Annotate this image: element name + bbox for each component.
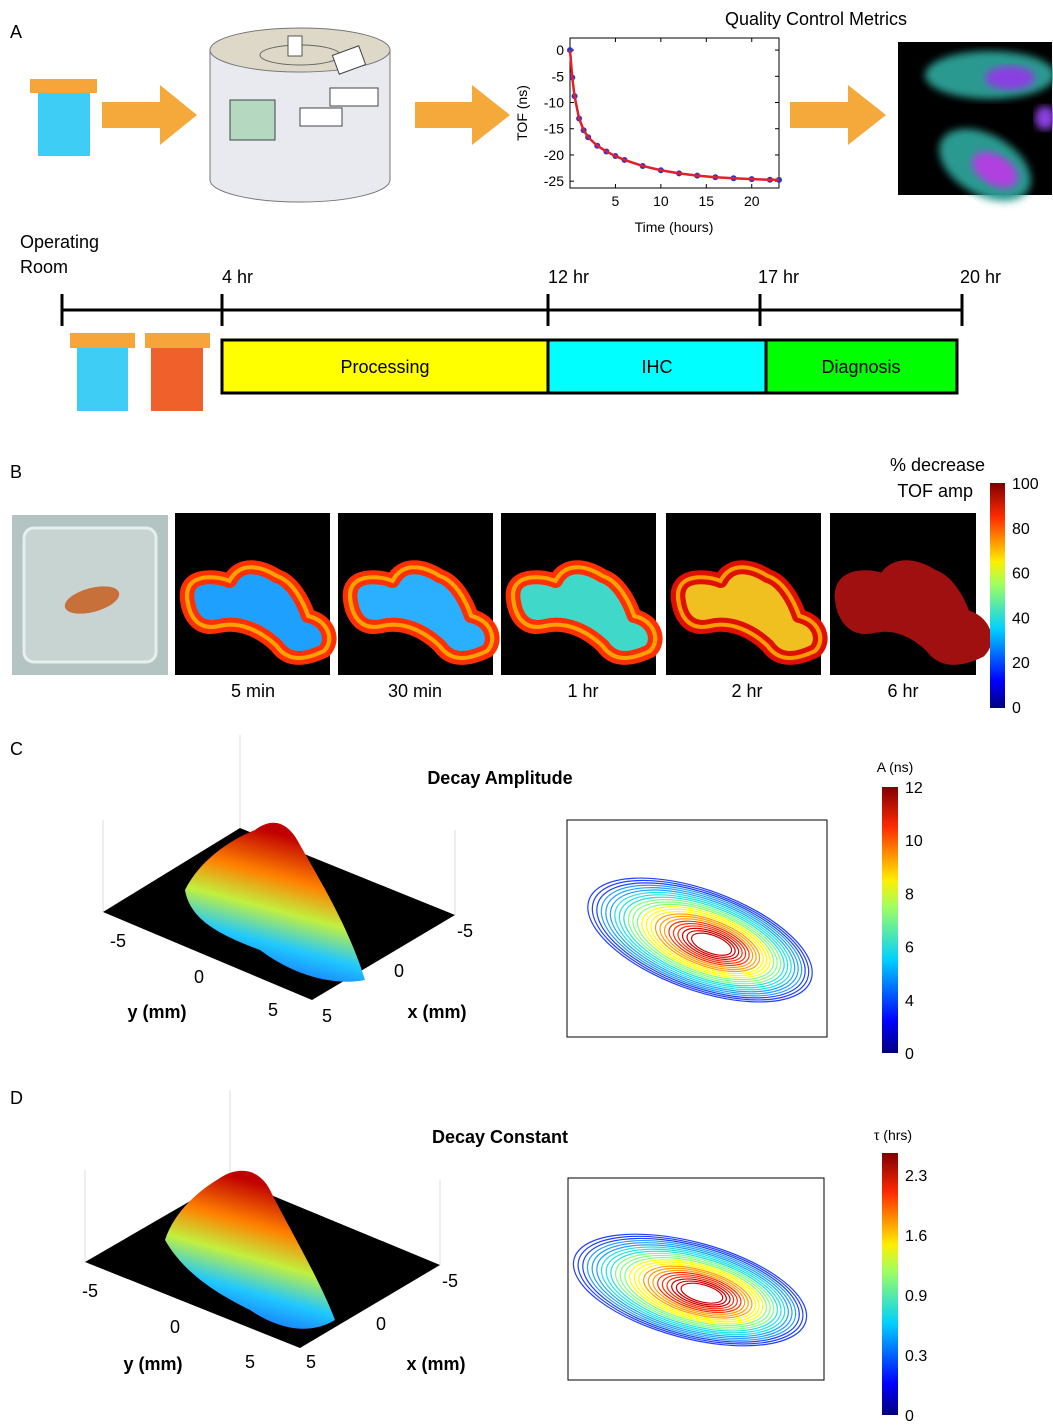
colorbar-title: τ (hrs) [874, 1127, 912, 1143]
colorbar-label: 6 [905, 940, 914, 957]
cassette-lid [30, 79, 97, 93]
cassette [77, 345, 128, 411]
y-tick-label: -25 [544, 173, 564, 189]
time-label: 6 hr [887, 681, 918, 701]
instrument [210, 28, 390, 202]
colorbar-label: 20 [1012, 655, 1030, 672]
x-tick: -5 [457, 921, 473, 941]
colorbar [990, 483, 1005, 708]
x-tick-label: 20 [744, 193, 760, 209]
tissue-photo [12, 515, 168, 675]
y-axis-label: TOF (ns) [514, 85, 530, 141]
y-tick: 5 [245, 1352, 255, 1372]
x-tick: 5 [306, 1352, 316, 1372]
colorbar [882, 1153, 898, 1415]
colorbar-label: 80 [1012, 521, 1030, 538]
time-label: 1 hr [567, 681, 598, 701]
start-label: Operating [20, 232, 99, 252]
stage-label: Diagnosis [821, 357, 900, 377]
cassette-lid [70, 333, 135, 348]
x-axis-label: Time (hours) [635, 219, 714, 235]
y-tick-label: -15 [544, 121, 564, 137]
colorbar-label: 0.3 [905, 1348, 927, 1365]
x-tick-label: 5 [612, 193, 620, 209]
colorbar [882, 787, 898, 1053]
axis-label: x (mm) [407, 1002, 466, 1022]
y-tick: 0 [170, 1317, 180, 1337]
stage-label: Processing [340, 357, 429, 377]
colorbar-title: A (ns) [877, 759, 914, 775]
arrow [790, 85, 886, 145]
start-label: Room [20, 257, 68, 277]
qc-title: Quality Control Metrics [725, 9, 907, 29]
panel-label: A [10, 22, 22, 42]
y-tick-label: -20 [544, 147, 564, 163]
colorbar-title: % decrease [890, 455, 985, 475]
time-label: 5 min [231, 681, 275, 701]
surface-plot [85, 1090, 440, 1348]
colorbar-label: 60 [1012, 566, 1030, 583]
axis-label: x (mm) [406, 1354, 465, 1374]
cassette [38, 92, 90, 156]
colorbar-label: 12 [905, 780, 923, 797]
panel-label: D [10, 1088, 23, 1108]
timeline-tick: 4 hr [222, 267, 253, 287]
time-label: 2 hr [731, 681, 762, 701]
y-tick-label: -10 [544, 95, 564, 111]
colorbar-label: 0 [905, 1046, 914, 1063]
contour-frame [568, 1178, 824, 1380]
arrow [102, 85, 197, 145]
subplot-title: Decay Amplitude [427, 768, 572, 788]
timeline-tick: 12 hr [548, 267, 589, 287]
cassette [151, 345, 203, 411]
x-tick: 0 [394, 961, 404, 981]
stage-label: IHC [642, 357, 673, 377]
colorbar-label: 0 [905, 1408, 914, 1423]
timeline-axis [62, 294, 962, 326]
x-tick-label: 15 [699, 193, 715, 209]
colorbar-label: 4 [905, 993, 914, 1010]
x-tick: -5 [442, 1271, 458, 1291]
y-tick-label: 0 [556, 42, 564, 58]
panel-label: C [10, 739, 23, 759]
timeline-tick: 17 hr [758, 267, 799, 287]
qc-image [898, 42, 1053, 216]
y-tick: 5 [268, 1000, 278, 1020]
time-label: 30 min [388, 681, 442, 701]
colorbar-label: 1.6 [905, 1228, 927, 1245]
y-tick-label: -5 [552, 68, 565, 84]
y-tick: -5 [82, 1281, 98, 1301]
timeline-tick: 20 hr [960, 267, 1001, 287]
colorbar-title: TOF amp [897, 481, 973, 501]
plot-frame [570, 38, 779, 188]
panel-label: B [10, 462, 22, 482]
colorbar-label: 0.9 [905, 1288, 927, 1305]
figure: A Time (hours) TOF (ns) 5 10 15 20 0 -5 -10 -15… [0, 0, 1053, 1423]
colorbar-label: 0 [1012, 700, 1021, 717]
x-tick-label: 10 [653, 193, 669, 209]
x-tick: 0 [376, 1314, 386, 1334]
y-tick: 0 [194, 967, 204, 987]
colorbar-label: 10 [905, 833, 923, 850]
axis-label: y (mm) [127, 1002, 186, 1022]
colorbar-label: 40 [1012, 610, 1030, 627]
axis-label: y (mm) [123, 1354, 182, 1374]
tof-chart: Time (hours) TOF (ns) 5 10 15 20 0 -5 -10 -15 -2… [514, 38, 782, 235]
x-tick: 5 [322, 1006, 332, 1026]
colorbar-label: 8 [905, 886, 914, 903]
y-tick: -5 [110, 931, 126, 951]
colorbar-label: 100 [1012, 476, 1039, 493]
subplot-title: Decay Constant [432, 1127, 568, 1147]
cassette-lid [145, 333, 210, 348]
arrow [415, 85, 510, 145]
colorbar-label: 2.3 [905, 1168, 927, 1185]
